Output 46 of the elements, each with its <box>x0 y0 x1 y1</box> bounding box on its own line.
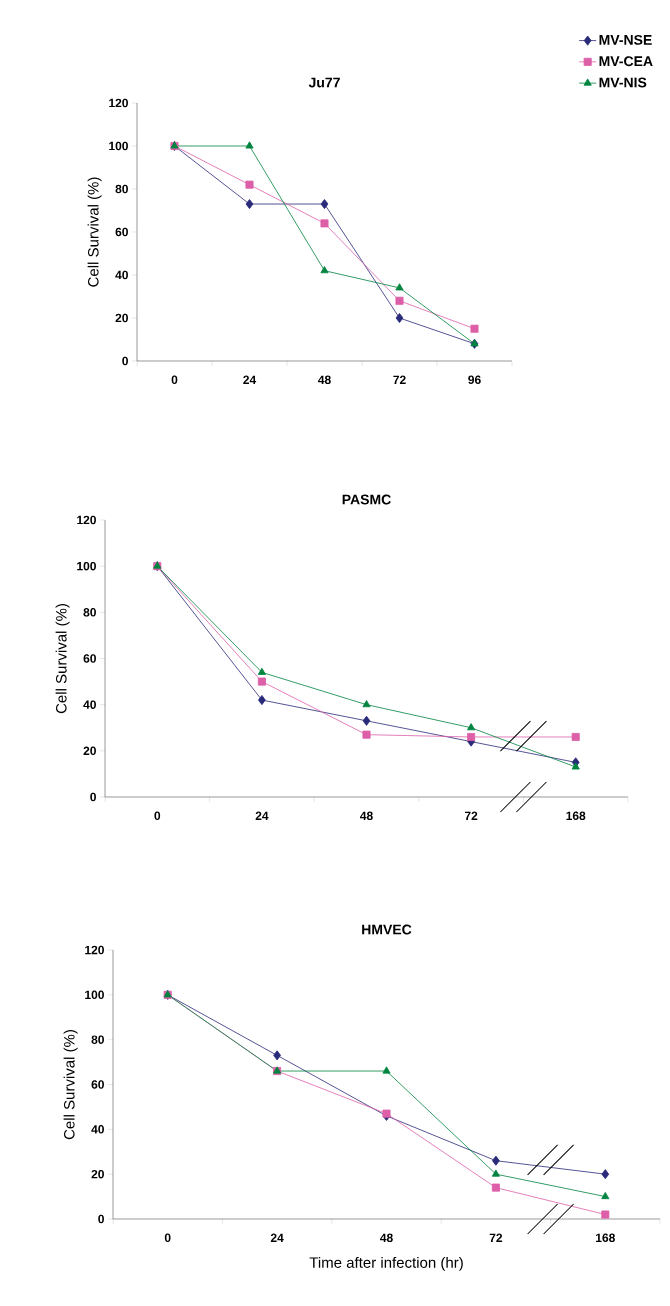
y-tick-label: 40 <box>91 1125 104 1134</box>
chart-title: HMVEC <box>362 924 412 935</box>
y-tick-label: 0 <box>90 792 96 802</box>
y-tick-label: 100 <box>77 561 96 571</box>
y-tick-label: 120 <box>77 515 96 525</box>
x-axis-title: Time after infection (hr) <box>309 1256 463 1271</box>
x-tick-label: 96 <box>468 375 481 385</box>
y-axis-title: Cell Survival (%) <box>63 1030 78 1140</box>
y-tick-label: 120 <box>85 945 104 955</box>
y-tick-label: 80 <box>115 184 128 194</box>
y-tick-label: 20 <box>91 1169 104 1179</box>
y-tick-label: 80 <box>91 1035 104 1044</box>
chart-title: PASMC <box>342 494 391 505</box>
x-tick-label: 48 <box>380 1233 393 1243</box>
x-tick-label: 24 <box>243 375 257 384</box>
y-axis-title: Cell Survival (%) <box>55 604 70 714</box>
x-tick-label: 48 <box>360 811 373 821</box>
x-tick-label: 0 <box>171 375 178 385</box>
legend-label: MV-NIS <box>599 77 647 88</box>
y-tick-label: 60 <box>115 227 128 237</box>
x-tick-label: 72 <box>393 375 406 384</box>
x-tick-label: 0 <box>164 1233 171 1243</box>
y-tick-label: 120 <box>109 98 128 108</box>
y-tick-label: 20 <box>83 746 96 756</box>
x-tick-label: 168 <box>596 1233 615 1243</box>
legend-label: MV-CEA <box>599 56 653 67</box>
y-tick-label: 0 <box>98 1214 104 1224</box>
x-tick-label: 48 <box>318 375 331 385</box>
y-tick-label: 40 <box>115 270 128 280</box>
y-tick-label: 60 <box>83 654 96 663</box>
chart-title: Ju77 <box>308 77 340 88</box>
y-tick-label: 80 <box>83 608 96 617</box>
y-tick-label: 100 <box>109 141 128 151</box>
y-axis-title: Cell Survival (%) <box>87 177 102 287</box>
legend-label: MV-NSE <box>599 34 652 45</box>
x-tick-label: 168 <box>566 811 586 821</box>
x-tick-label: 24 <box>255 811 269 820</box>
x-tick-label: 72 <box>464 811 478 820</box>
y-tick-label: 40 <box>83 700 96 709</box>
x-tick-label: 0 <box>154 811 161 821</box>
x-tick-label: 72 <box>489 1233 503 1242</box>
y-tick-label: 60 <box>91 1080 104 1089</box>
y-tick-label: 0 <box>122 356 128 366</box>
y-tick-label: 100 <box>85 990 104 1000</box>
y-tick-label: 20 <box>115 313 128 323</box>
x-tick-label: 24 <box>270 1233 284 1242</box>
